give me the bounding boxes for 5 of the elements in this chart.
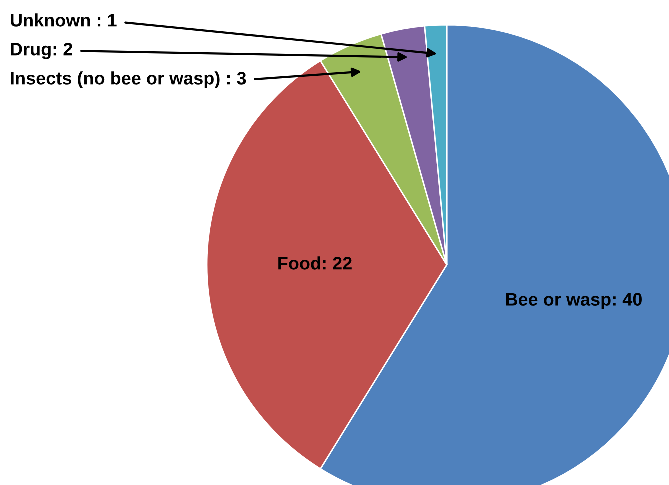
slice-label: Drug: 2 <box>11 42 72 60</box>
slice-label: Insects (no bee or wasp) : 3 <box>11 72 246 88</box>
slice-label: Unknown : 1 <box>11 14 117 27</box>
slice-label: Food: 22 <box>278 256 352 270</box>
slice-label: Bee or wasp: 40 <box>506 293 642 310</box>
